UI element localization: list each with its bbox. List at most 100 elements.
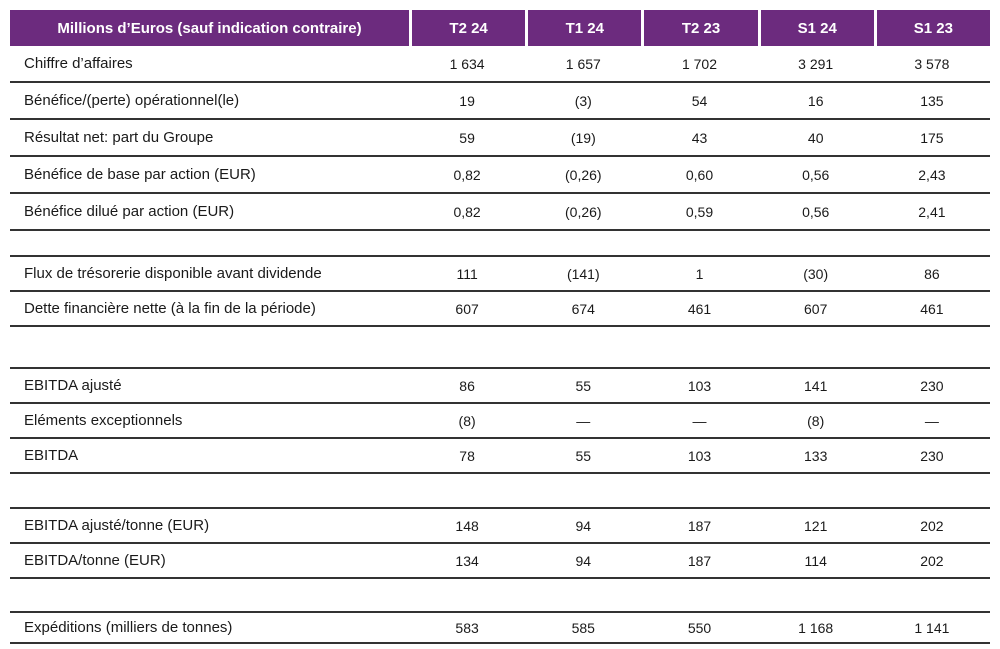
- table-row: Expéditions (milliers de tonnes) 583 585 55…: [10, 613, 990, 644]
- table-row: Chiffre d’affaires 1 634 1 657 1 702 3 291 3 …: [10, 46, 990, 83]
- section-gap: [10, 474, 990, 507]
- row-label: Eléments exceptionnels: [24, 412, 183, 429]
- row-label: EBITDA: [24, 447, 79, 464]
- row-value: 111: [456, 265, 478, 282]
- row-value: 674: [571, 300, 595, 317]
- row-value: 230: [920, 377, 944, 394]
- row-value: 202: [920, 552, 944, 569]
- row-value: 43: [691, 129, 708, 146]
- section-gap: [10, 327, 990, 367]
- row-value: 94: [575, 517, 592, 534]
- row-value: 0,82: [453, 203, 481, 220]
- row-value: 187: [687, 517, 712, 534]
- row-value: 3 578: [914, 55, 950, 72]
- row-value: 3 291: [798, 55, 834, 72]
- row-label: Bénéfice dilué par action (EUR): [24, 203, 235, 220]
- row-value: 141: [804, 377, 828, 394]
- row-value: 2,41: [918, 203, 946, 220]
- header-column-t2-23: T2 23: [641, 10, 758, 46]
- row-value: 1 702: [681, 55, 718, 72]
- table-row: Résultat net: part du Groupe 59 (19) 43 40 17…: [10, 120, 990, 157]
- row-value: 134: [455, 552, 479, 569]
- row-label: EBITDA ajusté: [24, 377, 122, 394]
- row-value: 175: [920, 129, 944, 146]
- row-value: 0,56: [802, 203, 830, 220]
- row-value: 2,43: [918, 166, 946, 183]
- row-label: Chiffre d’affaires: [24, 55, 133, 72]
- row-value: 1 168: [798, 619, 834, 636]
- row-value: 103: [687, 377, 712, 394]
- row-value: 202: [920, 517, 944, 534]
- table-section-5: Expéditions (milliers de tonnes) 583 585 55…: [10, 611, 990, 644]
- table-section-3: EBITDA ajusté 86 55 103 141 230 Eléments excep…: [10, 367, 990, 474]
- table-section-2: Flux de trésorerie disponible avant divi…: [10, 255, 990, 327]
- row-value: (19): [570, 129, 596, 146]
- row-value: 16: [807, 92, 824, 109]
- row-value: 19: [459, 92, 475, 109]
- row-value: 187: [687, 552, 712, 569]
- row-value: 1 634: [449, 55, 485, 72]
- row-label: Résultat net: part du Groupe: [24, 129, 214, 146]
- row-value: (0,26): [565, 166, 602, 183]
- table-row: Bénéfice dilué par action (EUR) 0,82 (0,26…: [10, 194, 990, 231]
- row-value: 121: [804, 517, 828, 534]
- row-label: Flux de trésorerie disponible avant divi…: [24, 265, 322, 282]
- row-value: (3): [574, 92, 592, 109]
- row-value: 585: [571, 619, 595, 636]
- header-column-t2-24: T2 24: [409, 10, 526, 46]
- row-value: 230: [920, 447, 944, 464]
- row-value: 461: [687, 300, 712, 317]
- row-value: 114: [804, 552, 827, 569]
- row-value: 607: [455, 300, 479, 317]
- financial-results-table: Millions d’Euros (sauf indication contra…: [10, 10, 990, 644]
- row-value: (30): [803, 265, 829, 282]
- row-value: (8): [458, 412, 476, 429]
- table-row: EBITDA/tonne (EUR) 134 94 187 114 202: [10, 544, 990, 579]
- row-value: 550: [687, 619, 712, 636]
- row-value: 133: [804, 447, 828, 464]
- row-label: Bénéfice/(perte) opérationnel(le): [24, 92, 240, 109]
- row-label: EBITDA/tonne (EUR): [24, 552, 166, 569]
- row-value: —: [692, 412, 707, 429]
- row-value: 0,60: [685, 166, 714, 183]
- table-row: Bénéfice/(perte) opérationnel(le) 19 (3) 54…: [10, 83, 990, 120]
- row-value: —: [924, 412, 939, 429]
- header-column-s1-24: S1 24: [757, 10, 874, 46]
- row-value: 1 657: [565, 55, 601, 72]
- table-header-row: Millions d’Euros (sauf indication contra…: [10, 10, 990, 46]
- table-body: Chiffre d’affaires 1 634 1 657 1 702 3 291 3 …: [10, 46, 990, 644]
- row-value: 86: [459, 377, 475, 394]
- row-value: —: [576, 412, 591, 429]
- row-value: 55: [575, 377, 592, 394]
- row-value: 148: [455, 517, 479, 534]
- row-value: 103: [687, 447, 712, 464]
- table-row: Flux de trésorerie disponible avant divi…: [10, 257, 990, 292]
- table-row: Eléments exceptionnels (8) — — (8) —: [10, 404, 990, 439]
- row-value: 78: [459, 447, 475, 464]
- row-value: 135: [920, 92, 944, 109]
- row-value: 1 141: [914, 619, 950, 636]
- row-value: 1: [695, 265, 704, 282]
- header-label-cell: Millions d’Euros (sauf indication contra…: [10, 10, 409, 46]
- row-label: Bénéfice de base par action (EUR): [24, 166, 256, 183]
- table-row: Dette financière nette (à la fin de la p…: [10, 292, 990, 327]
- section-gap: [10, 579, 990, 611]
- row-value: 607: [804, 300, 828, 317]
- row-value: 461: [920, 300, 944, 317]
- row-value: 55: [575, 447, 592, 464]
- row-value: 94: [575, 552, 592, 569]
- row-value: 59: [459, 129, 475, 146]
- table-section-4: EBITDA ajusté/tonne (EUR) 148 94 187 121 202 E…: [10, 507, 990, 579]
- row-value: (8): [807, 412, 825, 429]
- table-row: EBITDA ajusté/tonne (EUR) 148 94 187 121 202: [10, 509, 990, 544]
- row-value: 0,82: [453, 166, 481, 183]
- row-label: Expéditions (milliers de tonnes): [24, 619, 233, 636]
- row-value: (0,26): [565, 203, 602, 220]
- row-value: 40: [807, 129, 824, 146]
- row-label: Dette financière nette (à la fin de la p…: [24, 300, 316, 317]
- row-value: 0,56: [802, 166, 830, 183]
- row-value: (141): [566, 265, 600, 282]
- header-column-t1-24: T1 24: [525, 10, 642, 46]
- header-column-s1-23: S1 23: [873, 10, 990, 46]
